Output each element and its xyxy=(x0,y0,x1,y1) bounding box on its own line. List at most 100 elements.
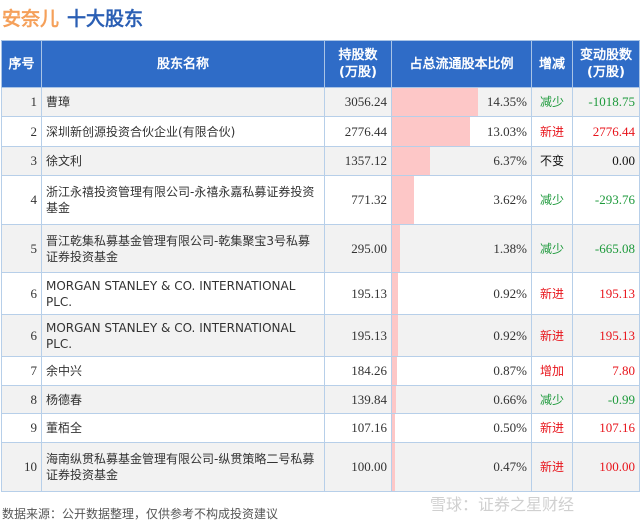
change-shares: 7.80 xyxy=(572,356,640,386)
table-row: 1 曹璋 3056.24 14.35% 减少 -1018.75 xyxy=(1,87,640,117)
table-row: 10 海南纵贯私募基金管理有限公司-纵贯策略二号私募证券投资基金 100.00 … xyxy=(1,442,640,492)
shares-held: 1357.12 xyxy=(324,146,392,176)
float-ratio: 0.92% xyxy=(391,314,532,357)
change-shares: 2776.44 xyxy=(572,116,640,147)
table-row: 6 MORGAN STANLEY & CO. INTERNATIONAL PLC… xyxy=(1,272,640,315)
column-header: 占总流通股本比例 xyxy=(391,40,532,88)
shareholder-name: 晋江乾集私募基金管理有限公司-乾集聚宝3号私募证券投资基金 xyxy=(41,224,325,273)
float-ratio: 0.50% xyxy=(391,413,532,443)
shares-held: 100.00 xyxy=(324,442,392,492)
ratio-value: 13.03% xyxy=(486,123,527,139)
shareholder-name: 曹璋 xyxy=(41,87,325,117)
float-ratio: 13.03% xyxy=(391,116,532,147)
shareholder-name: 浙江永禧投资管理有限公司-永禧永嘉私募证券投资基金 xyxy=(41,175,325,225)
row-number: 7 xyxy=(1,356,42,386)
float-ratio: 6.37% xyxy=(391,146,532,176)
column-header: 变动股数 (万股) xyxy=(572,40,640,88)
shares-held: 295.00 xyxy=(324,224,392,273)
ratio-bar xyxy=(392,357,398,385)
ratio-bar xyxy=(392,176,414,224)
shareholder-name: 徐文利 xyxy=(41,146,325,176)
ratio-bar xyxy=(392,117,471,146)
data-source-note: 数据来源：公开数据整理，仅供参考不构成投资建议 xyxy=(2,507,279,521)
change-shares: 195.13 xyxy=(572,314,640,357)
shares-held: 3056.24 xyxy=(324,87,392,117)
ratio-value: 0.92% xyxy=(493,327,527,343)
table-row: 2 深圳新创源投资合伙企业(有限合伙) 2776.44 13.03% 新进 27… xyxy=(1,116,640,147)
change-type: 新进 xyxy=(531,116,573,147)
change-shares: 195.13 xyxy=(572,272,640,315)
company-name: 安奈儿 xyxy=(2,8,60,30)
float-ratio: 3.62% xyxy=(391,175,532,225)
column-header: 增减 xyxy=(531,40,573,88)
float-ratio: 0.87% xyxy=(391,356,532,386)
change-shares: 107.16 xyxy=(572,413,640,443)
ratio-bar xyxy=(392,315,398,356)
table-row: 9 董栢全 107.16 0.50% 新进 107.16 xyxy=(1,413,640,443)
shareholder-name: 董栢全 xyxy=(41,413,325,443)
column-header: 持股数 (万股) xyxy=(324,40,392,88)
change-type: 增加 xyxy=(531,356,573,386)
table-row: 8 杨德春 139.84 0.66% 减少 -0.99 xyxy=(1,385,640,414)
change-shares: -1018.75 xyxy=(572,87,640,117)
shareholder-name: MORGAN STANLEY & CO. INTERNATIONAL PLC. xyxy=(41,314,325,357)
shareholder-name: 深圳新创源投资合伙企业(有限合伙) xyxy=(41,116,325,147)
float-ratio: 0.92% xyxy=(391,272,532,315)
shareholder-name: 余中兴 xyxy=(41,356,325,386)
row-number: 10 xyxy=(1,442,42,492)
float-ratio: 1.38% xyxy=(391,224,532,273)
row-number: 6 xyxy=(1,314,42,357)
ratio-bar xyxy=(392,414,395,442)
table-row: 5 晋江乾集私募基金管理有限公司-乾集聚宝3号私募证券投资基金 295.00 1… xyxy=(1,224,640,273)
ratio-bar xyxy=(392,147,431,175)
row-number: 3 xyxy=(1,146,42,176)
ratio-bar xyxy=(392,273,398,314)
change-type: 减少 xyxy=(531,87,573,117)
ratio-bar xyxy=(392,88,479,116)
change-type: 减少 xyxy=(531,224,573,273)
ratio-value: 3.62% xyxy=(493,192,527,207)
change-type: 新进 xyxy=(531,314,573,357)
row-number: 2 xyxy=(1,116,42,147)
ratio-value: 6.37% xyxy=(493,153,527,168)
shareholder-name: MORGAN STANLEY & CO. INTERNATIONAL PLC. xyxy=(41,272,325,315)
change-type: 新进 xyxy=(531,272,573,315)
shares-held: 139.84 xyxy=(324,385,392,414)
ratio-value: 14.35% xyxy=(486,94,527,109)
shares-held: 771.32 xyxy=(324,175,392,225)
shareholders-table: 序号 股东名称 持股数 (万股) 占总流通股本比例 增减 变动股数 (万股) 1 曹璋 3… xyxy=(1,40,640,492)
change-type: 新进 xyxy=(531,413,573,443)
change-shares: 100.00 xyxy=(572,442,640,492)
change-type: 减少 xyxy=(531,385,573,414)
shareholder-name: 杨德春 xyxy=(41,385,325,414)
table-row: 7 余中兴 184.26 0.87% 增加 7.80 xyxy=(1,356,640,386)
float-ratio: 0.47% xyxy=(391,442,532,492)
ratio-value: 0.50% xyxy=(493,420,527,435)
table-row: 4 浙江永禧投资管理有限公司-永禧永嘉私募证券投资基金 771.32 3.62%… xyxy=(1,175,640,225)
shareholder-name: 海南纵贯私募基金管理有限公司-纵贯策略二号私募证券投资基金 xyxy=(41,442,325,492)
ratio-value: 0.47% xyxy=(493,459,527,474)
ratio-bar xyxy=(392,443,395,491)
change-shares: -665.08 xyxy=(572,224,640,273)
float-ratio: 0.66% xyxy=(391,385,532,414)
shares-held: 195.13 xyxy=(324,272,392,315)
change-shares: -0.99 xyxy=(572,385,640,414)
ratio-value: 0.92% xyxy=(493,285,527,301)
change-shares: 0.00 xyxy=(572,146,640,176)
change-type: 新进 xyxy=(531,442,573,492)
shares-held: 107.16 xyxy=(324,413,392,443)
float-ratio: 14.35% xyxy=(391,87,532,117)
row-number: 5 xyxy=(1,224,42,273)
ratio-value: 0.66% xyxy=(493,391,527,407)
change-shares: -293.76 xyxy=(572,175,640,225)
row-number: 6 xyxy=(1,272,42,315)
table-row: 3 徐文利 1357.12 6.37% 不变 0.00 xyxy=(1,146,640,176)
watermark: 雪球：证券之星财经 xyxy=(430,495,575,514)
table-row: 6 MORGAN STANLEY & CO. INTERNATIONAL PLC… xyxy=(1,314,640,357)
change-type: 减少 xyxy=(531,175,573,225)
ratio-value: 1.38% xyxy=(493,240,527,256)
column-header: 股东名称 xyxy=(41,40,325,88)
page-title: 安奈儿 十大股东 xyxy=(2,4,143,31)
shares-held: 184.26 xyxy=(324,356,392,386)
row-number: 1 xyxy=(1,87,42,117)
